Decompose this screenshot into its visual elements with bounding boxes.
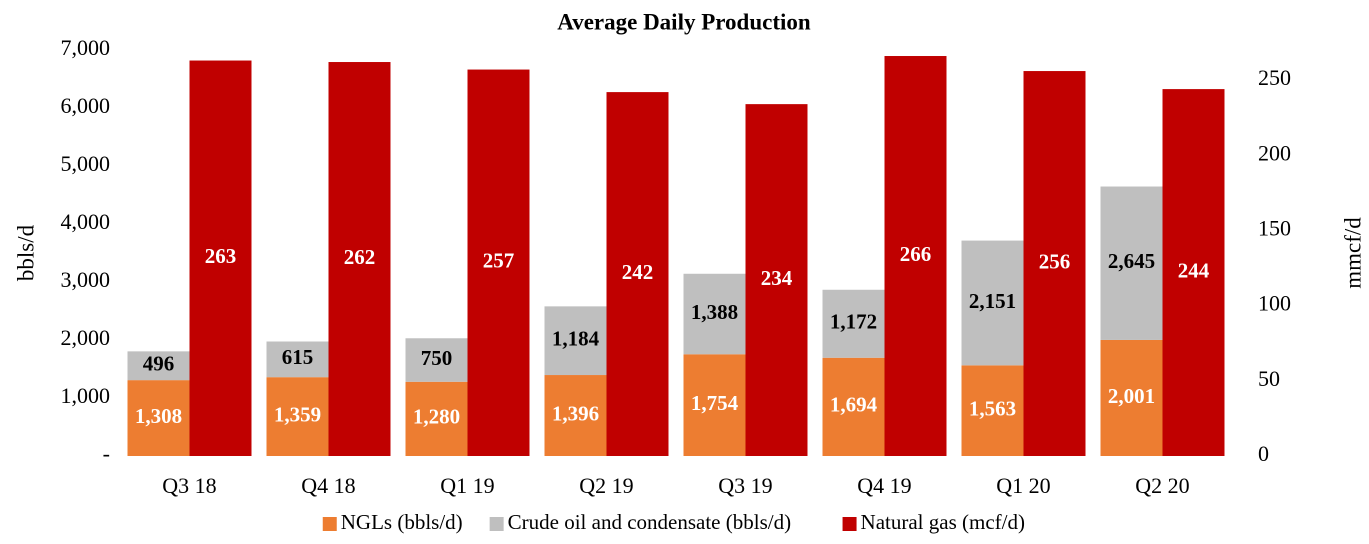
legend-swatch <box>842 517 857 531</box>
y-tick-label: 1,000 <box>61 383 111 408</box>
data-label: 257 <box>483 249 515 273</box>
y2-tick-label: 100 <box>1258 291 1291 316</box>
y2-tick-label: 0 <box>1258 441 1269 466</box>
bar <box>961 365 1024 456</box>
data-label: 1,308 <box>135 404 182 428</box>
data-label: 234 <box>761 266 793 290</box>
y-tick-label: 5,000 <box>61 151 111 176</box>
data-label: 1,396 <box>552 401 599 425</box>
bar <box>884 56 947 456</box>
x-tick-label: Q4 19 <box>857 473 911 498</box>
x-tick-label: Q3 19 <box>718 473 772 498</box>
bar <box>544 306 607 376</box>
bar <box>1100 186 1163 340</box>
y2-tick-label: 200 <box>1258 140 1291 165</box>
data-label: 615 <box>282 345 314 369</box>
bar <box>822 289 885 358</box>
x-tick-label: Q4 18 <box>301 473 355 498</box>
bar <box>266 341 329 378</box>
legend-swatch <box>489 517 504 531</box>
data-label: 244 <box>1178 258 1210 282</box>
y-axis-title: bbls/d <box>13 224 38 281</box>
y-tick-label: 6,000 <box>61 93 111 118</box>
x-tick-label: Q3 18 <box>162 473 216 498</box>
bar <box>544 375 607 456</box>
data-label: 242 <box>622 260 654 284</box>
bar <box>467 69 530 456</box>
bar <box>683 273 746 355</box>
bar <box>405 381 468 456</box>
x-tick-label: Q1 20 <box>996 473 1050 498</box>
data-label: 263 <box>205 244 237 268</box>
data-label: 2,645 <box>1108 249 1155 273</box>
data-label: 1,563 <box>969 396 1016 420</box>
bar <box>1162 89 1225 456</box>
bar <box>683 354 746 456</box>
data-label: 1,359 <box>274 402 321 426</box>
data-label: 496 <box>143 352 175 376</box>
data-label: 1,280 <box>413 405 460 429</box>
bar <box>1100 339 1163 456</box>
bar <box>1023 71 1086 456</box>
y-tick-label: - <box>103 441 110 466</box>
x-tick-label: Q2 20 <box>1135 473 1189 498</box>
bar <box>405 338 468 382</box>
data-label: 256 <box>1039 249 1071 273</box>
data-label: 1,184 <box>552 327 600 351</box>
data-label: 1,172 <box>830 310 877 334</box>
y-tick-label: 2,000 <box>61 325 111 350</box>
bar <box>266 377 329 456</box>
y-tick-label: 3,000 <box>61 267 111 292</box>
data-label: 2,151 <box>969 289 1016 313</box>
legend-label: Natural gas (mcf/d) <box>861 510 1025 534</box>
data-label: 750 <box>421 346 453 370</box>
bar <box>127 380 190 456</box>
bar <box>127 351 190 381</box>
data-label: 266 <box>900 242 932 266</box>
data-label: 1,388 <box>691 300 738 324</box>
data-label: 1,754 <box>691 391 739 415</box>
y2-tick-label: 50 <box>1258 366 1280 391</box>
chart-title: Average Daily Production <box>557 9 811 34</box>
y2-axis-title: mmcf/d <box>1340 217 1365 289</box>
data-label: 2,001 <box>1108 384 1155 408</box>
data-label: 262 <box>344 245 376 269</box>
y-tick-label: 4,000 <box>61 209 111 234</box>
bar <box>606 92 669 457</box>
bar <box>745 104 808 456</box>
bar <box>328 62 391 456</box>
y2-tick-label: 250 <box>1258 65 1291 90</box>
bar <box>961 240 1024 366</box>
x-tick-label: Q1 19 <box>440 473 494 498</box>
y-tick-label: 7,000 <box>61 35 111 60</box>
legend-label: Crude oil and condensate (bbls/d) <box>508 510 791 534</box>
legend-label: NGLs (bbls/d) <box>341 510 463 534</box>
data-label: 1,694 <box>830 393 878 417</box>
legend-swatch <box>322 517 337 531</box>
y2-tick-label: 150 <box>1258 215 1291 240</box>
bar <box>822 357 885 456</box>
bar <box>189 60 252 456</box>
x-tick-label: Q2 19 <box>579 473 633 498</box>
